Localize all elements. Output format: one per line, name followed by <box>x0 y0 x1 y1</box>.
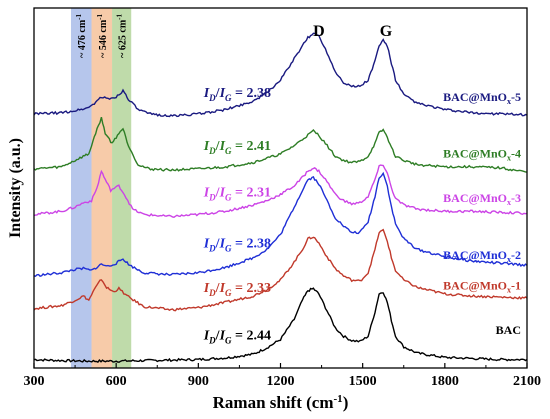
peak-label-G: G <box>380 23 393 40</box>
series-labels: BAC BAC@MnOx-1 BAC@MnOx-2 BAC@MnOx-3 BAC@MnO… <box>443 90 521 337</box>
series-line-0 <box>33 287 528 363</box>
ratio-label-2: ID/IG = 2.38 <box>203 236 271 253</box>
y-axis-label: Intensity (a.u.) <box>7 138 24 238</box>
x-tick-label-6: 2100 <box>513 374 541 389</box>
band-1 <box>91 8 113 368</box>
series-label-1: BAC@MnOx-1 <box>443 279 521 295</box>
series-label-3: BAC@MnOx-3 <box>443 191 521 207</box>
series-line-1 <box>33 228 528 312</box>
ratio-label-5: ID/IG = 2.38 <box>203 86 271 103</box>
series-line-3 <box>33 164 528 218</box>
series-line-5 <box>33 32 528 118</box>
x-tick-label-5: 1800 <box>431 374 459 389</box>
x-tick-label-4: 1500 <box>349 374 377 389</box>
band-2 <box>112 8 132 368</box>
band-label-1: ~ 546 cm-1 <box>96 14 109 58</box>
ratio-label-4: ID/IG = 2.41 <box>203 139 271 156</box>
band-label-2: ~ 625 cm-1 <box>116 14 129 58</box>
series-label-5: BAC@MnOx-5 <box>443 90 521 106</box>
series-line-2 <box>33 171 528 277</box>
x-tick-label-3: 1200 <box>267 374 295 389</box>
ratio-labels: ID/IG = 2.44 ID/IG = 2.33 ID/IG = 2.38 ID/I… <box>203 86 271 345</box>
series-line-4 <box>33 117 528 173</box>
ratio-label-0: ID/IG = 2.44 <box>203 328 271 345</box>
band-labels: ~ 476 cm-1 ~ 546 cm-1 ~ 625 cm-1 <box>75 14 128 58</box>
series-label-4: BAC@MnOx-4 <box>443 146 521 162</box>
band-label-0: ~ 476 cm-1 <box>75 14 88 58</box>
ratio-label-3: ID/IG = 2.31 <box>203 185 271 202</box>
shaded-bands <box>70 8 132 368</box>
x-tick-label-1: 600 <box>106 374 127 389</box>
ratio-label-1: ID/IG = 2.33 <box>203 281 271 298</box>
x-axis-label: Raman shift (cm-1) <box>213 393 349 412</box>
band-0 <box>70 8 92 368</box>
x-tick-label-2: 900 <box>188 374 209 389</box>
x-tick-label-0: 300 <box>24 374 45 389</box>
series-label-0: BAC <box>496 323 521 337</box>
peak-label-D: D <box>313 23 325 40</box>
series-label-2: BAC@MnOx-2 <box>443 248 521 264</box>
x-axis-ticks: 300 600 900 1200 1500 1800 2100 <box>24 363 541 389</box>
series-curves <box>33 32 528 363</box>
